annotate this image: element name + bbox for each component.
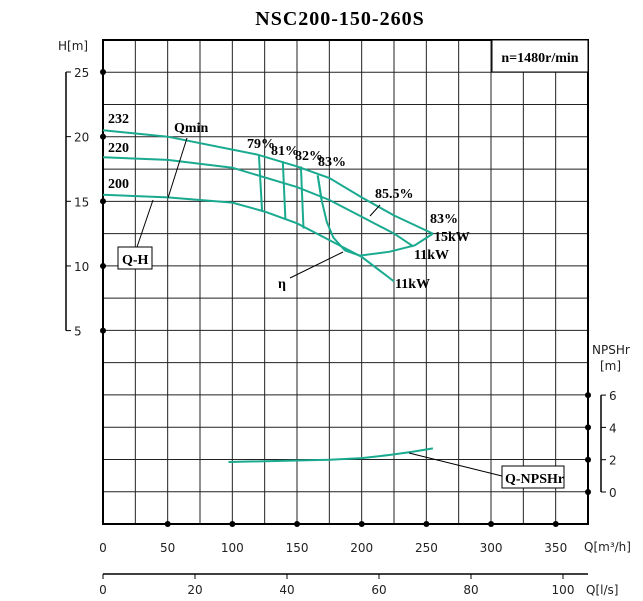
leader-qmin <box>167 137 188 199</box>
y-tick-label: 5 <box>74 325 82 339</box>
label-83: 83% <box>318 155 346 170</box>
label-15kw: 15kW <box>434 230 470 245</box>
y-tick-label: 10 <box>74 260 89 274</box>
x-tick-label: 200 <box>350 541 373 555</box>
x2-tick-label: 100 <box>552 583 575 597</box>
label-qmin: Qmin <box>174 121 208 136</box>
x-tick-dot <box>164 521 171 527</box>
label-79: 79% <box>247 137 275 152</box>
x2-tick-label: 60 <box>371 583 386 597</box>
speed-box <box>491 39 589 73</box>
speed-label: n=1480r/min <box>501 51 578 66</box>
x2-axis-label: Q[l/s] <box>586 583 618 597</box>
label-232: 232 <box>108 112 129 127</box>
label-200: 200 <box>108 177 129 192</box>
y-tick-label: 15 <box>74 195 89 209</box>
x-tick-dot <box>294 521 301 527</box>
y-tick-dot <box>100 69 106 75</box>
label-220: 220 <box>108 141 129 156</box>
x-tick-dot <box>358 521 365 527</box>
label-eta: η <box>278 277 286 292</box>
y2-tick-dot <box>585 392 591 399</box>
series-efficiency- <box>316 175 434 257</box>
label-11kw-a: 11kW <box>414 248 449 263</box>
label-qh: Q-H <box>122 253 149 268</box>
qh-box <box>117 246 153 270</box>
iso-efficiency-line <box>281 161 287 220</box>
y2-tick-label: 4 <box>609 421 617 435</box>
iso-efficiency-line <box>257 154 264 212</box>
y2-tick-dot <box>585 424 591 431</box>
y-tick-dot <box>100 262 106 269</box>
y2-tick-label: 0 <box>609 486 617 500</box>
y-axis-label: H[m] <box>58 39 88 53</box>
y2-axis-label: NPSHr <box>592 343 630 357</box>
x-tick-label: 0 <box>99 541 107 555</box>
x-tick-dot <box>552 521 559 527</box>
curves <box>102 129 434 463</box>
label-npsh: Q-NPSHr <box>505 472 564 487</box>
x-tick-label: 50 <box>160 541 175 555</box>
y-tick-label: 20 <box>74 131 89 145</box>
y2-tick-label: 2 <box>609 454 617 468</box>
y2-tick-dot <box>585 489 591 495</box>
y2-tick-label: 6 <box>609 389 617 403</box>
x-axis-label: Q[m³/h] <box>584 540 631 554</box>
iso-efficiency-line <box>316 175 323 201</box>
x-tick-label: 350 <box>544 541 567 555</box>
y-tick-label: 25 <box>74 66 89 80</box>
leader-qh <box>136 199 154 248</box>
label-11kw-b: 11kW <box>395 277 430 292</box>
series-q-h-232 <box>102 129 434 235</box>
x-tick-label: 250 <box>415 541 438 555</box>
iso-efficiency-line <box>299 166 305 229</box>
npsh-box <box>501 465 565 489</box>
y-tick-dot <box>100 133 106 140</box>
x2-tick-label: 20 <box>187 583 202 597</box>
x-tick-label: 300 <box>480 541 503 555</box>
x-tick-label: 100 <box>221 541 244 555</box>
x-tick-dot <box>229 521 236 527</box>
x-tick-label: 150 <box>286 541 309 555</box>
label-855: 85.5% <box>375 187 414 202</box>
x2-tick-label: 0 <box>99 583 107 597</box>
label-83-end: 83% <box>430 212 458 227</box>
y-tick-dot <box>100 198 106 205</box>
x-tick-dot <box>423 521 430 527</box>
leader-npsh <box>408 452 503 477</box>
y2-tick-dot <box>585 456 591 463</box>
grid <box>103 40 588 524</box>
label-81: 81% <box>271 144 299 159</box>
x2-tick-label: 80 <box>463 583 478 597</box>
plot-frame <box>102 39 589 525</box>
chart-title: NSC200-150-260S <box>255 8 424 30</box>
x-tick-dot <box>488 521 495 527</box>
label-82: 82% <box>295 149 323 164</box>
x2-tick-label: 40 <box>279 583 294 597</box>
y-tick-dot <box>100 327 106 334</box>
y2-axis-unit: [m] <box>600 359 621 373</box>
leader-eta <box>289 251 344 279</box>
series-q-h-220 <box>102 156 415 248</box>
leader-855 <box>369 204 381 217</box>
series-npsh-QNPSHr <box>228 447 434 463</box>
